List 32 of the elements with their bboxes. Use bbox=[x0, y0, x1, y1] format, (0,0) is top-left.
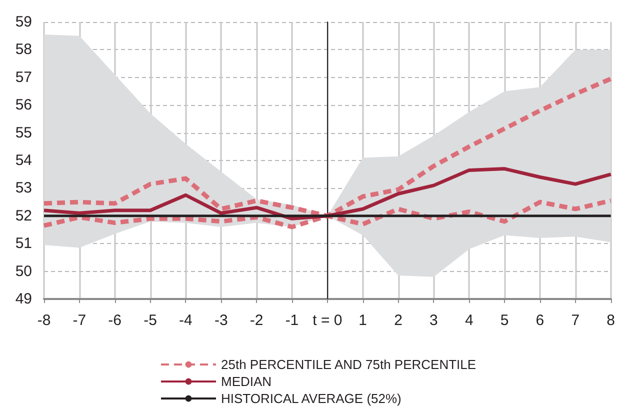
x-tick-label: t = 0 bbox=[312, 312, 342, 329]
y-tick-label: 53 bbox=[15, 180, 32, 197]
x-tick-label: 4 bbox=[464, 312, 474, 329]
x-tick-label: -6 bbox=[108, 312, 122, 329]
y-tick-label: 50 bbox=[15, 262, 32, 280]
x-tick-label: 7 bbox=[571, 312, 580, 329]
y-tick-label: 59 bbox=[15, 14, 32, 30]
x-tick-label: 2 bbox=[394, 312, 402, 329]
x-tick-label: -3 bbox=[214, 312, 228, 329]
x-tick-label: -5 bbox=[144, 312, 157, 329]
y-tick-label: 51 bbox=[15, 235, 32, 252]
y-tick-label: 52 bbox=[15, 207, 32, 224]
x-tick-label: 1 bbox=[358, 312, 368, 329]
x-tick-label: -2 bbox=[250, 312, 264, 329]
y-tick-label: 49 bbox=[15, 290, 32, 308]
y-tick-label: 55 bbox=[15, 124, 32, 142]
x-tick-label: -1 bbox=[285, 312, 299, 329]
y-tick-label: 54 bbox=[15, 152, 32, 169]
y-tick-label: 57 bbox=[15, 68, 32, 86]
x-tick-label: -4 bbox=[179, 312, 192, 329]
y-tick-label: 58 bbox=[15, 41, 32, 58]
x-tick-label: 6 bbox=[536, 312, 544, 329]
legend-label: MEDIAN bbox=[221, 374, 272, 389]
x-tick-label: -7 bbox=[72, 312, 86, 329]
x-tick-label: 8 bbox=[606, 312, 615, 329]
x-tick-label: -8 bbox=[37, 312, 51, 329]
y-tick-label: 56 bbox=[15, 96, 32, 114]
x-tick-label: 5 bbox=[500, 312, 509, 329]
legend-label: HISTORICAL AVERAGE (52%) bbox=[221, 391, 402, 406]
x-tick-label: 3 bbox=[430, 312, 438, 329]
legend-label: 25th PERCENTILE AND 75th PERCENTILE bbox=[221, 357, 476, 372]
line-series bbox=[42, 167, 613, 220]
